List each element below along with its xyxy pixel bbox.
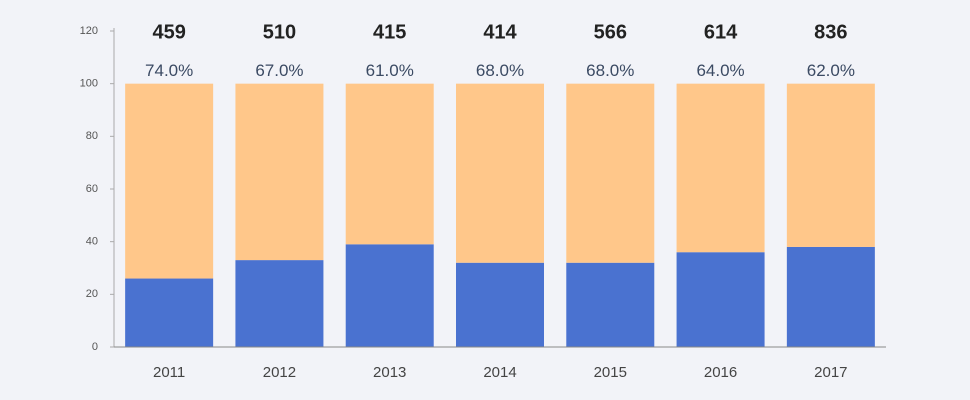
y-tick-label: 40 [86,236,98,248]
y-tick-label: 120 [80,25,98,37]
bar-segment [566,83,655,263]
y-tick-label: 0 [92,341,98,353]
bar-segment [786,246,875,347]
bar-segment [345,244,434,347]
bar-segment [235,83,324,261]
x-tick-label: 2013 [373,364,406,381]
y-tick-label: 60 [86,183,98,195]
bar-segment [566,262,655,347]
x-tick-label: 2011 [153,364,185,381]
total-label: 566 [594,21,627,43]
y-tick-label: 20 [86,288,98,300]
value-label: 62.0% [807,61,855,80]
bar-segment [676,252,765,347]
bar-segment [456,83,544,263]
bar-segment [676,83,765,253]
bar-segment [125,278,214,347]
total-label: 415 [373,21,406,43]
x-tick-label: 2012 [263,364,296,381]
x-tick-label: 2014 [483,364,516,381]
total-label: 459 [152,21,185,43]
bar-segment [456,262,544,347]
bar-segment [345,83,434,245]
y-tick-label: 80 [86,130,98,142]
x-tick-label: 2015 [594,364,627,381]
bar-segment [235,260,324,347]
total-label: 614 [704,21,738,43]
x-tick-label: 2017 [814,364,847,381]
value-label: 67.0% [255,61,303,80]
x-tick-label: 2016 [704,364,737,381]
y-tick-label: 100 [80,78,98,90]
bar-segment [125,83,214,279]
value-label: 64.0% [696,61,744,80]
value-label: 68.0% [476,61,524,80]
value-label: 61.0% [366,61,414,80]
value-label: 74.0% [145,61,193,80]
total-label: 836 [814,21,847,43]
bar-segment [786,83,875,247]
value-label: 68.0% [586,61,634,80]
total-label: 414 [483,21,517,43]
total-label: 510 [263,21,296,43]
